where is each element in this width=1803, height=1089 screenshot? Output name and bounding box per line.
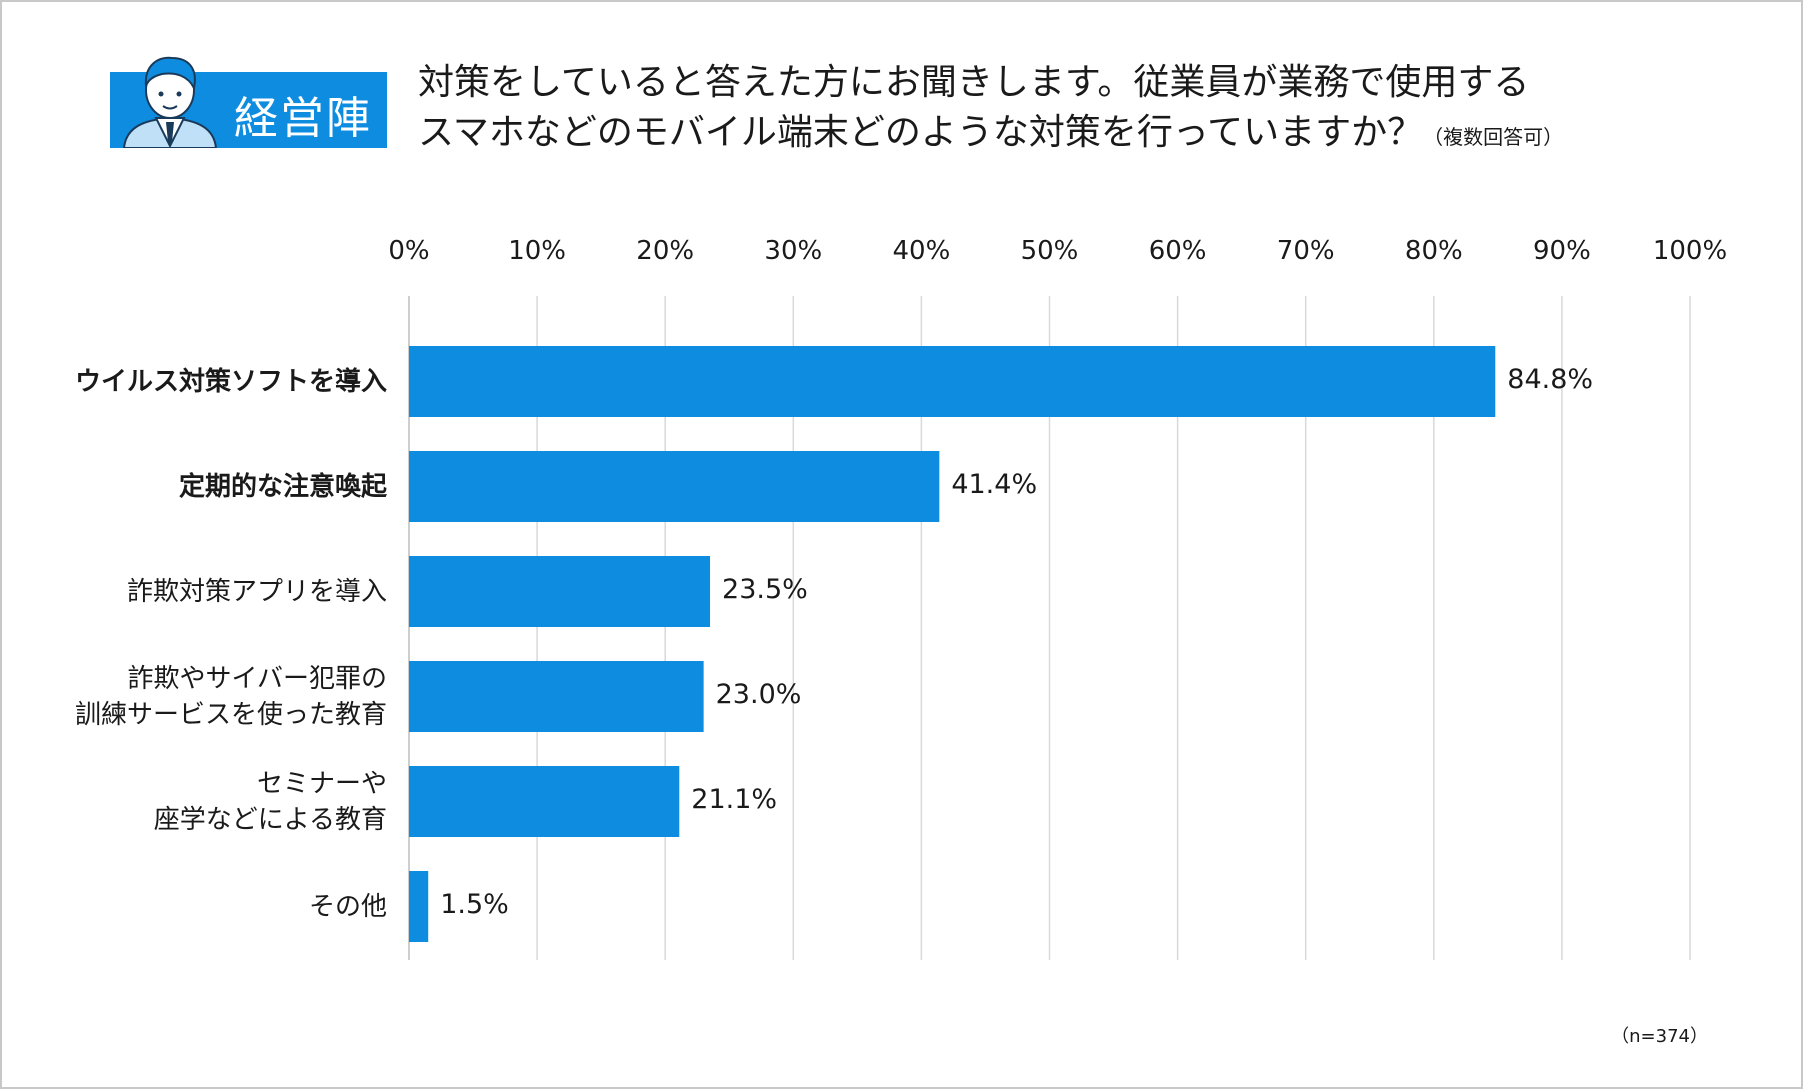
x-tick-label: 0%: [388, 236, 430, 266]
x-tick-label: 30%: [764, 236, 823, 266]
category-label-line: 訓練サービスを使った教育: [74, 699, 387, 730]
bar: [409, 661, 704, 732]
category-label: セミナーや座学などによる教育: [154, 766, 387, 838]
bar-value-label: 21.1%: [691, 783, 778, 815]
category-label-line: セミナーや: [256, 768, 387, 799]
bar-value-label: 84.8%: [1507, 363, 1594, 395]
bar: [409, 871, 429, 942]
category-label: その他: [309, 889, 387, 925]
audience-badge: 経営陣: [110, 56, 387, 148]
bar-value-label: 23.5%: [722, 573, 808, 605]
category-label-line: 座学などによる教育: [153, 804, 387, 835]
x-tick-label: 50%: [1020, 236, 1079, 266]
bar: [409, 766, 680, 837]
sample-size-note: （n=374）: [1611, 1026, 1708, 1047]
x-tick-label: 60%: [1148, 236, 1207, 266]
bar: [409, 346, 1496, 417]
category-label-line: その他: [308, 891, 387, 922]
x-tick-label: 70%: [1276, 236, 1335, 266]
badge-label: 経営陣: [234, 93, 372, 144]
bar: [409, 451, 940, 522]
category-label-line: 詐欺やサイバー犯罪の: [127, 663, 387, 694]
title-line-2: スマホなどのモバイル端末どのような対策を行っていますか？: [418, 112, 1424, 153]
category-label: 定期的な注意喚起: [179, 469, 387, 505]
title-line-1: 対策をしていると答えた方にお聞きします。従業員が業務で使用する: [418, 62, 1530, 103]
category-label-line: 定期的な注意喚起: [178, 471, 387, 502]
x-tick-label: 20%: [636, 236, 695, 266]
bar: [409, 556, 711, 627]
x-tick-label: 80%: [1404, 236, 1463, 266]
x-tick-label: 90%: [1532, 236, 1591, 266]
category-label: 詐欺対策アプリを導入: [127, 574, 387, 610]
chart-title: 対策をしていると答えた方にお聞きします。従業員が業務で使用する スマホなどのモバ…: [418, 58, 1563, 162]
bar-value-label: 23.0%: [715, 678, 802, 710]
category-label: 詐欺やサイバー犯罪の訓練サービスを使った教育: [75, 661, 387, 733]
businessman-avatar-icon: [122, 56, 218, 148]
title-note: （複数回答可）: [1423, 125, 1564, 149]
x-tick-label: 100%: [1652, 236, 1728, 266]
category-label: ウイルス対策ソフトを導入: [75, 364, 387, 400]
category-label-line: 詐欺対策アプリを導入: [126, 576, 387, 607]
category-label-line: ウイルス対策ソフトを導入: [74, 366, 387, 397]
x-tick-label: 40%: [892, 236, 951, 266]
bar-value-label: 41.4%: [951, 468, 1038, 500]
bar-value-label: 1.5%: [440, 888, 509, 920]
x-tick-label: 10%: [508, 236, 566, 266]
